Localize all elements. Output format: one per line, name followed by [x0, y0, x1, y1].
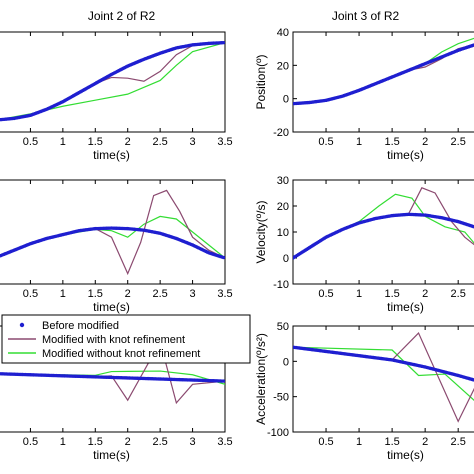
x-tick-label: 2.5 [152, 436, 167, 448]
series-dots [0, 372, 225, 383]
legend-box [1, 314, 251, 364]
y-tick-label: 0 [283, 253, 289, 265]
x-tick-label: 1.5 [88, 436, 103, 448]
x-axis-label: time(s) [93, 448, 130, 462]
x-tick-label: 2 [125, 288, 131, 300]
x-tick-label: 1 [356, 288, 362, 300]
x-tick-label: 2 [422, 136, 428, 148]
plot-title: Joint 3 of R2 [332, 9, 400, 23]
x-tick-label: 1 [356, 136, 362, 148]
y-tick-label: -100 [267, 427, 289, 439]
x-tick-label: 1 [356, 436, 362, 448]
legend-marker [19, 322, 25, 328]
x-tick-label: 3 [190, 436, 196, 448]
x-tick-label: 2 [422, 436, 428, 448]
series-dots [0, 40, 225, 122]
x-tick-label: 1 [60, 288, 66, 300]
series-dots [293, 43, 474, 106]
x-tick-label: 2.5 [451, 436, 466, 448]
x-tick-label: 2.5 [152, 288, 167, 300]
x-axis-label: time(s) [93, 148, 130, 162]
data-point [221, 379, 225, 383]
x-tick-label: 0.5 [318, 288, 333, 300]
x-tick-label: 1 [60, 436, 66, 448]
x-tick-label: 3.5 [217, 136, 232, 148]
series-line-2 [293, 346, 474, 401]
x-axis-label: time(s) [387, 300, 424, 314]
y-tick-label: 50 [277, 321, 289, 333]
y-tick-label: 10 [277, 227, 289, 239]
legend-label: Modified with knot refinement [42, 334, 185, 346]
x-tick-label: 3 [190, 288, 196, 300]
legend-label: Before modified [42, 320, 119, 332]
data-point [221, 40, 225, 45]
x-tick-label: 0.5 [23, 136, 38, 148]
x-tick-label: 2.5 [152, 136, 167, 148]
x-tick-label: 1.5 [88, 136, 103, 148]
series-dots [0, 226, 225, 260]
plot-frame-3 [292, 179, 474, 285]
y-tick-label: 30 [277, 175, 289, 187]
y-tick-label: 40 [277, 27, 289, 39]
y-tick-label: 0 [283, 94, 289, 106]
y-axis-label: Acceleration(º/s²) [254, 333, 268, 425]
x-tick-label: 0.5 [318, 136, 333, 148]
plot-frame-2 [0, 179, 226, 285]
x-tick-label: 3 [190, 136, 196, 148]
x-tick-label: 3.5 [217, 436, 232, 448]
series-dots [293, 212, 474, 260]
x-tick-label: 2 [422, 288, 428, 300]
y-tick-label: -20 [273, 127, 289, 139]
y-axis-label: Position(º) [254, 54, 268, 109]
plot-title: Joint 2 of R2 [88, 9, 156, 23]
x-tick-label: 0.5 [23, 436, 38, 448]
x-axis-label: time(s) [387, 448, 424, 462]
y-axis-label: Velocity(º/s) [254, 200, 268, 263]
y-tick-label: 20 [277, 201, 289, 213]
x-tick-label: 0.5 [23, 288, 38, 300]
x-tick-label: 1.5 [384, 136, 399, 148]
x-tick-label: 1.5 [384, 436, 399, 448]
x-axis-label: time(s) [387, 148, 424, 162]
y-tick-label: 20 [277, 60, 289, 72]
data-point [221, 255, 225, 260]
y-tick-label: 0 [283, 356, 289, 368]
x-tick-label: 2 [125, 436, 131, 448]
x-tick-label: 0.5 [318, 436, 333, 448]
x-tick-label: 2 [125, 136, 131, 148]
x-tick-label: 1 [60, 136, 66, 148]
x-axis-label: time(s) [93, 300, 130, 314]
y-tick-label: -50 [273, 392, 289, 404]
x-tick-label: 2.5 [451, 288, 466, 300]
x-tick-label: 1.5 [88, 288, 103, 300]
x-tick-label: 1.5 [384, 288, 399, 300]
legend-label: Modified without knot refinement [42, 348, 200, 360]
y-tick-label: -10 [273, 279, 289, 291]
series-dots [293, 345, 474, 382]
x-tick-label: 3.5 [217, 288, 232, 300]
x-tick-label: 2.5 [451, 136, 466, 148]
plot-frame-5 [292, 325, 474, 433]
